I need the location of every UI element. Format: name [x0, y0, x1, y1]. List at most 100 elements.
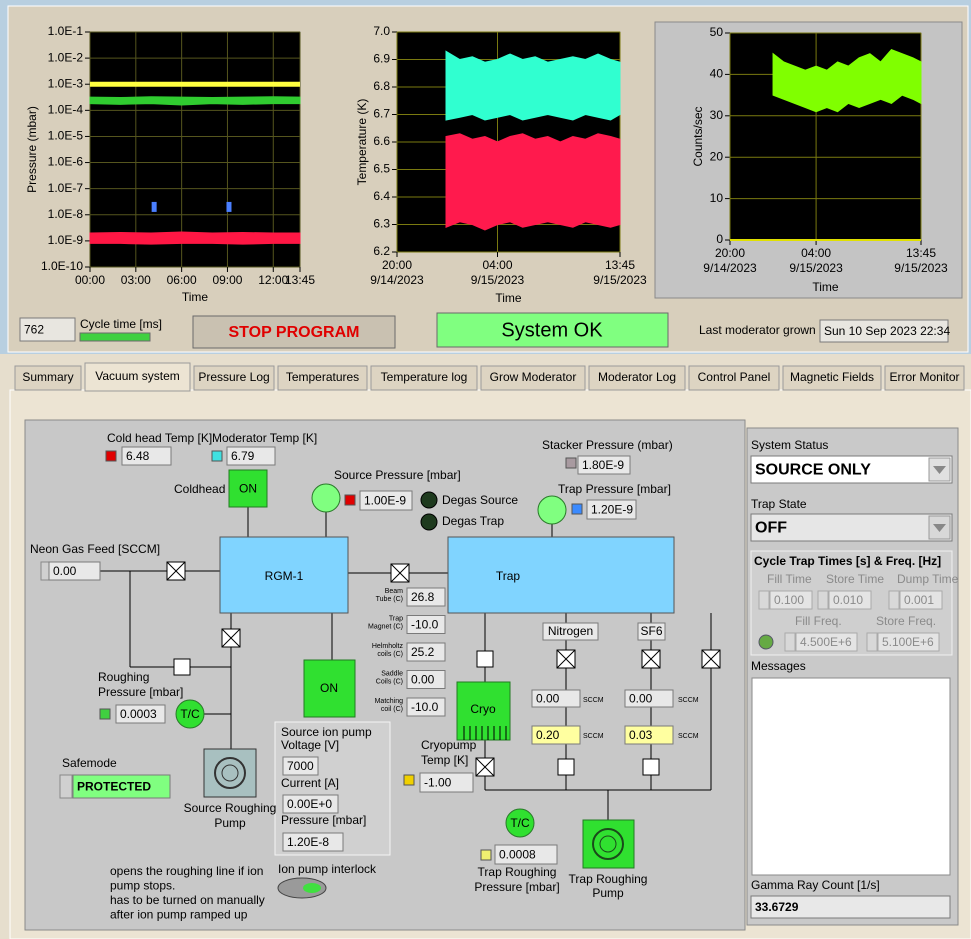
y-axis-label: Temperature (K): [355, 99, 369, 186]
stop-button-label[interactable]: STOP PROGRAM: [229, 324, 360, 341]
y-tick-label: 1.0E-6: [48, 155, 84, 169]
x-tick-label: 13:45: [906, 246, 936, 260]
x-axis-label: Time: [812, 280, 839, 294]
value: 1.20E-8: [287, 835, 329, 849]
sensor-label: Matching: [375, 698, 404, 705]
value-box: [282, 832, 344, 852]
safemode-value[interactable]: PROTECTED: [77, 780, 151, 794]
x-tick-label: 04:00: [482, 258, 512, 272]
gas-name: SF6: [640, 624, 662, 638]
sensor-label: Trap: [389, 615, 403, 622]
tab-label[interactable]: Error Monitor: [889, 370, 959, 384]
value-box: [531, 689, 581, 708]
value-box: [406, 697, 446, 717]
value[interactable]: 0.03: [629, 728, 653, 742]
color-indicator: [105, 450, 117, 462]
tab[interactable]: [588, 365, 686, 391]
color-indicator: [571, 503, 583, 515]
valve-cross: [166, 561, 186, 581]
y-tick-label: 1.0E-2: [48, 50, 84, 64]
progress-bar: [79, 332, 151, 342]
sensor-label: Magnet (C): [368, 623, 403, 630]
tab-label[interactable]: Grow Moderator: [490, 370, 577, 384]
label: Fill Time: [767, 572, 812, 586]
interlock-toggle[interactable]: [277, 877, 327, 899]
value[interactable]: 0.00: [53, 564, 77, 578]
gauge: [537, 495, 567, 525]
label: Last moderator grown: [699, 323, 816, 337]
value-box: [750, 513, 953, 542]
tab[interactable]: [14, 365, 82, 391]
value-box: [899, 590, 943, 610]
tab[interactable]: [277, 365, 368, 391]
sensor-label: coil (C): [381, 706, 403, 713]
y-tick-label: 6.9: [373, 52, 390, 66]
x-tick-label: 9/14/2023: [370, 273, 424, 287]
series-band: [89, 96, 301, 106]
y-tick-label: 6.2: [373, 244, 390, 258]
tab-label[interactable]: Temperature log: [381, 370, 468, 384]
tab[interactable]: [193, 365, 275, 391]
value[interactable]: 0.20: [536, 728, 560, 742]
junction: [642, 758, 660, 776]
spinner: [888, 590, 900, 610]
value: 0.0008: [499, 848, 536, 862]
sensor-label: Tube (C): [376, 596, 403, 603]
tab[interactable]: [782, 365, 882, 391]
dropdown-value[interactable]: SOURCE ONLY: [755, 462, 871, 479]
value-box: [115, 704, 166, 724]
value: 4.500E+6: [800, 635, 852, 649]
value-box: [795, 632, 858, 652]
tab-label[interactable]: Vacuum system: [95, 369, 179, 383]
valve-cross: [556, 649, 576, 669]
x-tick-label: 20:00: [382, 258, 412, 272]
gauge: [175, 699, 205, 729]
label: Roughing: [98, 670, 149, 684]
x-tick-label: 13:45: [285, 273, 315, 287]
tab[interactable]: [688, 365, 780, 391]
tab[interactable]: [370, 365, 478, 391]
x-tick-label: 00:00: [75, 273, 105, 287]
value: Sun 10 Sep 2023 22:34: [824, 324, 950, 338]
y-axis-label: Counts/sec: [691, 106, 705, 166]
tab[interactable]: [884, 365, 965, 391]
tab-label[interactable]: Moderator Log: [598, 370, 676, 384]
color-indicator: [344, 494, 356, 506]
color-indicator: [403, 774, 415, 786]
value: 0.001: [904, 593, 934, 607]
gas-label-box: [542, 622, 599, 641]
chamber: [219, 536, 349, 614]
series-band: [445, 133, 621, 231]
y-tick-label: 50: [710, 25, 724, 39]
y-tick-label: 6.7: [373, 107, 390, 121]
color-indicator: [565, 457, 577, 469]
value: 0.00: [411, 673, 435, 687]
value: 0.100: [774, 593, 804, 607]
value-box: [419, 772, 474, 793]
tab-label[interactable]: Control Panel: [698, 370, 771, 384]
value-box: [586, 499, 637, 520]
tab-label[interactable]: Summary: [22, 370, 73, 384]
value-box: [828, 590, 872, 610]
dropdown-value[interactable]: OFF: [755, 520, 787, 537]
value-box: [750, 455, 953, 484]
tab-label[interactable]: Magnetic Fields: [790, 370, 874, 384]
value: 6.79: [231, 449, 255, 463]
label: Stacker Pressure (mbar): [542, 438, 673, 452]
tab[interactable]: [84, 362, 191, 392]
state[interactable]: ON: [239, 482, 257, 496]
value: 26.8: [411, 590, 435, 604]
tab-label[interactable]: Pressure Log: [198, 370, 269, 384]
label: Neon Gas Feed [SCCM]: [30, 542, 160, 556]
valve-cross: [390, 563, 410, 583]
color-indicator: [480, 849, 492, 861]
label: Store Time: [826, 572, 884, 586]
value: -10.0: [411, 618, 439, 632]
tab[interactable]: [480, 365, 586, 391]
series-band: [89, 231, 301, 245]
stop-button[interactable]: [192, 315, 396, 349]
state: ON: [320, 681, 338, 695]
label: Gamma Ray Count [1/s]: [751, 878, 880, 892]
label: Safemode: [62, 756, 117, 770]
tab-label[interactable]: Temperatures: [286, 370, 359, 384]
